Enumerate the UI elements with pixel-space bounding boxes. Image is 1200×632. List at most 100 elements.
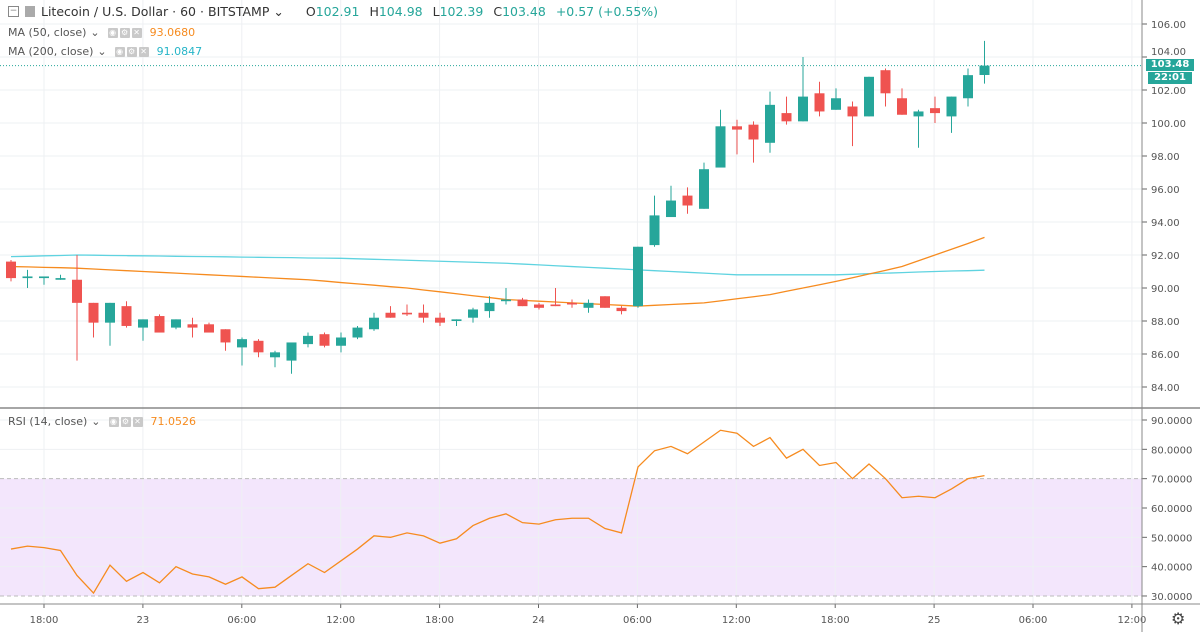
close-icon[interactable]: ✕ (138, 46, 149, 57)
settings-icon[interactable]: ⚙ (120, 416, 131, 427)
price-tick-label: 100.00 (1151, 119, 1186, 130)
candle (930, 96, 940, 123)
candle (567, 299, 577, 308)
candle-body (253, 340, 264, 353)
candle-body (435, 317, 445, 323)
candle (303, 332, 313, 348)
candle-body (402, 312, 412, 315)
change-value: +0.57 (+0.55%) (555, 4, 659, 19)
candle-body (682, 195, 693, 206)
close-icon[interactable]: ✕ (131, 27, 142, 38)
rsi-legend[interactable]: RSI (14, close) ⌄ ◉ ⚙ ✕ 71.0526 (8, 415, 196, 428)
candle (534, 302, 544, 310)
candle-body (963, 75, 973, 99)
gear-icon[interactable]: ⚙ (1171, 609, 1186, 628)
candle (468, 307, 478, 323)
low-value: 102.39 (439, 4, 484, 19)
eye-icon[interactable]: ◉ (108, 416, 119, 427)
candle-body (336, 337, 346, 346)
open-value: 102.91 (315, 4, 360, 19)
candle (831, 88, 841, 110)
candle (22, 269, 33, 288)
chevron-down-icon[interactable]: ⌄ (91, 415, 101, 428)
candle (847, 101, 858, 147)
candle (913, 109, 924, 148)
candle-body (616, 307, 627, 312)
x-tick-label: 12:00 (722, 615, 751, 626)
candle-body (748, 124, 759, 140)
chevron-down-icon[interactable]: ⌄ (273, 4, 284, 19)
exchange[interactable]: BITSTAMP (208, 4, 270, 19)
chevron-down-icon[interactable]: ⌄ (90, 26, 100, 39)
candle (616, 306, 627, 315)
candle-body (369, 317, 379, 330)
chevron-down-icon[interactable]: ⌄ (97, 45, 107, 58)
candle (946, 96, 957, 133)
bar-countdown: 22:01 (1148, 72, 1192, 84)
candle-body (484, 302, 495, 312)
price-tick-label: 84.00 (1151, 383, 1180, 394)
candle-body (6, 261, 16, 279)
eye-icon[interactable]: ◉ (107, 27, 118, 38)
candle-body (138, 319, 148, 328)
ma50-line (10, 236, 985, 307)
candle (699, 162, 709, 209)
candle-body (39, 276, 49, 279)
candle (72, 255, 82, 361)
candle (435, 312, 445, 326)
eye-icon[interactable]: ◉ (114, 46, 125, 57)
ma200-label[interactable]: MA (200, close) (8, 45, 94, 58)
rsi-tick-label: 60.0000 (1151, 504, 1192, 515)
x-tick-label: 23 (137, 615, 150, 626)
rsi-label[interactable]: RSI (14, close) (8, 415, 88, 428)
candle (864, 76, 874, 117)
close-icon[interactable]: ✕ (132, 416, 143, 427)
candle (138, 319, 148, 341)
candle (451, 319, 462, 326)
candle (402, 304, 412, 317)
price-tick-label: 96.00 (1151, 185, 1180, 196)
close-label: C (493, 4, 503, 19)
ma50-label[interactable]: MA (50, close) (8, 26, 87, 39)
candle (666, 185, 676, 218)
candle (336, 332, 346, 353)
symbol-legend: − Litecoin / U.S. Dollar · 60 · BITSTAMP… (8, 4, 658, 19)
candle (352, 325, 363, 340)
x-tick-label: 06:00 (227, 615, 256, 626)
candle-body (913, 111, 924, 117)
candle (55, 274, 66, 280)
candle-body (732, 126, 742, 130)
candle (385, 306, 396, 318)
ma200-legend[interactable]: MA (200, close) ⌄ ◉ ⚙ ✕ 91.0847 (8, 45, 202, 58)
candle (253, 339, 264, 358)
settings-icon[interactable]: ⚙ (126, 46, 137, 57)
ohlc-values: O102.91 H104.98 L102.39 C103.48 +0.57 (+… (306, 4, 658, 19)
last-price-tag: 103.48 (1146, 59, 1194, 71)
price-tick-label: 102.00 (1151, 86, 1186, 97)
price-tick-label: 94.00 (1151, 218, 1180, 229)
ma50-legend[interactable]: MA (50, close) ⌄ ◉ ⚙ ✕ 93.0680 (8, 26, 195, 39)
candle-body (847, 106, 858, 117)
ma200-line (10, 254, 985, 276)
interval[interactable]: 60 (180, 4, 197, 19)
candle-body (715, 126, 726, 168)
candle-body (105, 302, 115, 323)
low-label: L (432, 4, 440, 19)
separator: · (200, 4, 204, 19)
candle-body (567, 302, 577, 305)
price-tick-label: 98.00 (1151, 152, 1180, 163)
candle-body (781, 113, 792, 122)
symbol-name[interactable]: Litecoin / U.S. Dollar (41, 4, 169, 19)
x-tick-label: 06:00 (623, 615, 652, 626)
candle-body (171, 319, 181, 328)
collapse-icon[interactable]: − (8, 6, 19, 17)
settings-icon[interactable]: ⚙ (119, 27, 130, 38)
x-tick-label: 12:00 (326, 615, 355, 626)
candle-body (204, 324, 214, 333)
candle-body (946, 96, 957, 117)
candle-body (319, 334, 330, 346)
candle-body (220, 329, 231, 343)
ma50-value: 93.0680 (149, 26, 196, 39)
candle-body (286, 342, 297, 361)
